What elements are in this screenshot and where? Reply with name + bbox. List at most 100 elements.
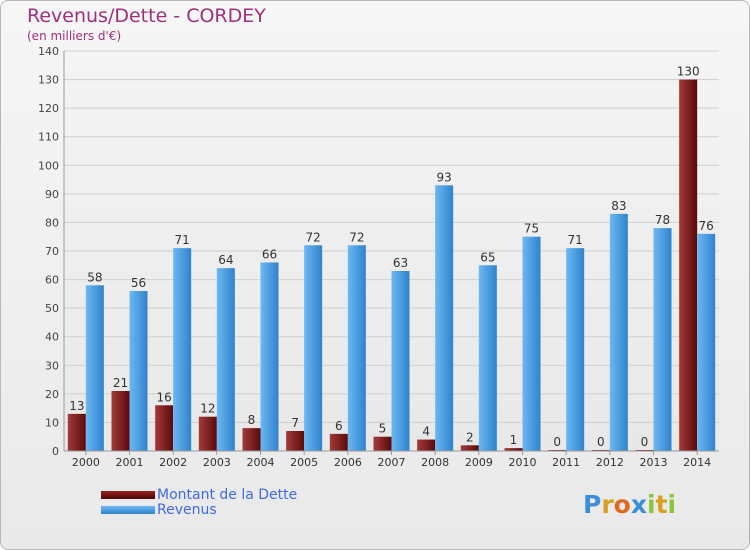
data-label-revenue-2009: 65 <box>480 250 495 264</box>
bar-revenue-2000 <box>85 285 104 451</box>
x-tick-label-2012: 2012 <box>596 456 624 469</box>
bar-debt-2007 <box>373 436 392 451</box>
bar-revenue-2012 <box>609 213 628 451</box>
data-label-revenue-2006: 72 <box>349 230 364 244</box>
data-label-revenue-2011: 71 <box>568 233 583 247</box>
bar-debt-2003 <box>198 416 217 451</box>
x-tick-label-2010: 2010 <box>509 456 537 469</box>
bar-debt-2009 <box>460 445 479 451</box>
logo-letter: t <box>655 490 668 519</box>
data-label-debt-2011: 0 <box>553 435 561 449</box>
data-label-revenue-2000: 58 <box>87 270 102 284</box>
y-tick-label-80: 80 <box>45 216 59 229</box>
y-tick-label-20: 20 <box>45 388 59 401</box>
y-tick-label-120: 120 <box>38 102 59 115</box>
y-tick-label-100: 100 <box>38 159 59 172</box>
x-tick-label-2006: 2006 <box>334 456 362 469</box>
data-label-revenue-2010: 75 <box>524 222 539 236</box>
data-label-debt-2001: 21 <box>113 376 128 390</box>
data-label-revenue-2005: 72 <box>306 230 321 244</box>
x-tick-label-2011: 2011 <box>552 456 580 469</box>
y-tick-label-110: 110 <box>38 131 59 144</box>
data-label-revenue-2003: 64 <box>218 253 233 267</box>
bar-debt-2010 <box>504 448 523 451</box>
legend-label-revenue: Revenus <box>157 502 217 518</box>
y-tick-label-60: 60 <box>45 274 59 287</box>
bar-revenue-2002 <box>173 248 192 451</box>
y-tick-label-40: 40 <box>45 331 59 344</box>
bar-debt-2001 <box>111 391 130 451</box>
x-tick-label-2009: 2009 <box>465 456 493 469</box>
legend-swatch-debt <box>101 491 155 499</box>
bar-revenue-2014 <box>697 233 716 451</box>
x-tick-label-2014: 2014 <box>683 456 711 469</box>
bar-revenue-2011 <box>566 248 585 451</box>
data-label-debt-2003: 12 <box>200 402 215 416</box>
bar-debt-2008 <box>417 439 436 451</box>
x-tick-label-2005: 2005 <box>290 456 318 469</box>
bar-revenue-2003 <box>216 268 235 451</box>
x-tick-label-2003: 2003 <box>203 456 231 469</box>
x-tick-label-2000: 2000 <box>72 456 100 469</box>
data-label-debt-2006: 6 <box>335 419 343 433</box>
logo-letter: x <box>630 490 647 519</box>
bar-revenue-2010 <box>522 236 541 451</box>
x-tick-label-2001: 2001 <box>116 456 144 469</box>
bar-debt-2014 <box>679 79 698 452</box>
data-label-debt-2013: 0 <box>641 435 649 449</box>
legend-item-debt: Montant de la Dette <box>101 487 297 503</box>
x-tick-label-2002: 2002 <box>159 456 187 469</box>
data-label-debt-2008: 4 <box>422 425 430 439</box>
y-tick-label-50: 50 <box>45 302 59 315</box>
legend-item-revenue: Revenus <box>101 502 217 518</box>
bar-debt-2004 <box>242 428 261 451</box>
x-tick-label-2007: 2007 <box>378 456 406 469</box>
bars: 13 58 21 56 16 71 12 64 8 66 7 72 6 72 5 63 4 93 2 65 1 75 0 71… <box>67 65 716 452</box>
logo-letter: i <box>667 490 677 519</box>
bar-revenue-2007 <box>391 271 410 451</box>
data-label-debt-2000: 13 <box>69 399 84 413</box>
data-label-revenue-2014: 76 <box>699 219 714 233</box>
y-tick-label-10: 10 <box>45 416 59 429</box>
y-tick-label-130: 130 <box>38 74 59 87</box>
y-tick-label-0: 0 <box>52 445 59 458</box>
data-label-debt-2004: 8 <box>248 413 256 427</box>
bar-debt-2006 <box>329 433 348 451</box>
y-tick-label-30: 30 <box>45 359 59 372</box>
data-label-revenue-2004: 66 <box>262 247 277 261</box>
data-label-debt-2009: 2 <box>466 430 474 444</box>
x-tick-label-2013: 2013 <box>640 456 668 469</box>
y-axis: 0 10 20 30 40 50 60 70 80 90 100 110 120 130 140 <box>38 45 65 458</box>
bar-revenue-2008 <box>435 185 454 452</box>
bar-revenue-2004 <box>260 262 279 451</box>
proxiti-logo: Proxiti <box>583 490 676 519</box>
data-label-revenue-2002: 71 <box>175 233 190 247</box>
bar-debt-2002 <box>155 405 174 451</box>
logo-letter: r <box>601 490 614 519</box>
data-label-debt-2007: 5 <box>379 422 387 436</box>
data-label-debt-2010: 1 <box>510 433 518 447</box>
data-label-debt-2002: 16 <box>157 390 172 404</box>
logo-letter: o <box>613 490 631 519</box>
bar-revenue-2013 <box>653 228 672 451</box>
x-tick-label-2008: 2008 <box>421 456 449 469</box>
bar-debt-2000 <box>67 413 86 451</box>
x-tick-label-2004: 2004 <box>247 456 275 469</box>
bar-revenue-2005 <box>304 245 323 451</box>
bar-revenue-2009 <box>478 265 497 451</box>
data-label-revenue-2007: 63 <box>393 256 408 270</box>
chart-subtitle: (en milliers d'€) <box>27 29 122 43</box>
data-label-revenue-2013: 78 <box>655 213 670 227</box>
data-label-revenue-2008: 93 <box>437 170 452 184</box>
legend-label-debt: Montant de la Dette <box>157 487 298 503</box>
y-tick-label-70: 70 <box>45 245 59 258</box>
legend-swatch-revenue <box>101 506 155 514</box>
y-tick-label-90: 90 <box>45 188 59 201</box>
y-tick-label-140: 140 <box>38 45 59 58</box>
x-axis: 2000 2001 2002 2003 2004 2005 2006 2007 2008 2009… <box>64 450 719 469</box>
data-label-revenue-2012: 83 <box>611 199 626 213</box>
logo-letter: i <box>647 490 656 519</box>
data-label-revenue-2001: 56 <box>131 276 146 290</box>
